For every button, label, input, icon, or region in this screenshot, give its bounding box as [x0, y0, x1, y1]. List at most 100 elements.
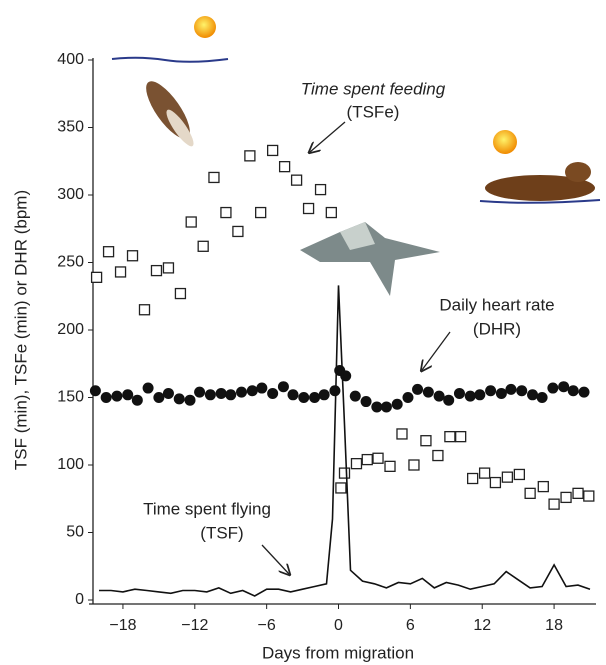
heart-rate-point [318, 389, 330, 401]
feeding-point [220, 206, 232, 219]
feeding-point [302, 202, 315, 215]
feeding-point [524, 487, 536, 500]
heart-rate-point [298, 392, 310, 403]
heart-rate-point [215, 387, 227, 399]
feeding-point [396, 428, 408, 440]
heart-rate-point [547, 382, 559, 394]
heart-rate-point [246, 385, 258, 397]
heart-rate-point [194, 386, 206, 398]
feeding-point [244, 150, 256, 162]
heart-rate-point [453, 387, 465, 399]
heart-rate-point [516, 385, 528, 397]
feeding-point [444, 430, 456, 443]
annotation: Time spent flying [143, 499, 271, 518]
feeding-point [432, 449, 444, 462]
heart-rate-point [567, 385, 579, 397]
heart-rate-point [162, 387, 174, 399]
feeding-point [489, 476, 502, 489]
heart-rate-point [558, 381, 570, 393]
y-tick-label: 100 [57, 456, 84, 473]
x-tick-label: 6 [406, 617, 415, 634]
feeding-point [466, 472, 479, 485]
heart-rate-point [527, 389, 539, 401]
feeding-point [583, 490, 595, 502]
heart-rate-point [153, 392, 165, 403]
y-tick-label: 150 [57, 389, 84, 406]
x-tick-label: −12 [181, 617, 208, 634]
feeding-point [560, 491, 572, 504]
feeding-point [266, 144, 279, 157]
heart-rate-point [100, 392, 112, 403]
feeding-point [138, 304, 151, 316]
heart-rate-point [142, 382, 154, 394]
feeding-point [478, 467, 491, 479]
feeding-point [174, 287, 187, 300]
feeding-point [338, 467, 351, 479]
feeding-point [102, 246, 115, 258]
feeding-point [126, 250, 139, 262]
y-tick-label: 250 [57, 254, 84, 271]
heart-rate-point [267, 387, 279, 399]
y-axis-label: TSF (min), TSFe (min) or DHR (bpm) [11, 190, 30, 470]
heart-rate-point [495, 387, 507, 399]
heart-rate-point [474, 389, 486, 401]
x-tick-label: −6 [258, 617, 276, 634]
heart-rate-point [578, 386, 590, 398]
feeding-point [455, 430, 467, 443]
feeding-point [114, 266, 127, 278]
heart-rate-point [433, 390, 445, 402]
feeding-point [290, 174, 303, 186]
x-tick-label: 0 [334, 617, 343, 634]
feeding-point [325, 206, 337, 219]
heart-rate-point [277, 381, 289, 393]
heart-rate-point [256, 382, 268, 394]
x-tick-label: 18 [545, 617, 563, 634]
x-tick-label: −18 [109, 617, 136, 634]
y-tick-label: 350 [57, 119, 84, 136]
axes [89, 58, 596, 605]
heart-rate-point [360, 396, 372, 408]
heart-rate-point [131, 394, 143, 406]
feeding-point [501, 471, 514, 483]
x-tick-label: 12 [473, 617, 491, 634]
heart-rate-point [443, 394, 455, 406]
heart-rate-point [236, 386, 248, 398]
y-tick-label: 400 [57, 51, 84, 68]
annotation: Daily heart rate [439, 295, 554, 314]
heart-rate-point [402, 392, 414, 403]
heart-rate-point [422, 386, 434, 398]
annotations: Time spent feeding (TSFe) Daily heart ra… [143, 79, 555, 574]
illustrations [111, 16, 601, 296]
feeding-point [361, 453, 373, 466]
feeding-point [208, 171, 220, 184]
heart-rate-point [505, 383, 517, 395]
feeding-point [572, 487, 584, 500]
y-tick-label: 200 [57, 321, 84, 338]
annotation: (DHR) [473, 319, 521, 338]
heart-rate-point [89, 385, 101, 397]
feeding-point [384, 460, 396, 473]
heart-rate-point [485, 385, 497, 397]
feeding-point [372, 452, 384, 464]
feeding-point [185, 216, 197, 228]
y-tick-label: 300 [57, 186, 84, 203]
heart-rate-point [111, 390, 123, 402]
annotation: (TSFe) [347, 102, 400, 121]
annotation: (TSF) [200, 523, 243, 542]
heart-rate-point [225, 389, 237, 401]
heart-rate-point [204, 389, 216, 401]
feeding-point [150, 264, 163, 277]
feeding-point [537, 480, 549, 493]
feeding-point [90, 271, 103, 284]
heart-rate-point [464, 390, 476, 402]
feeding-point [548, 498, 560, 510]
feeding-point [513, 468, 526, 481]
flying-line [99, 285, 591, 597]
heart-rate-point [371, 401, 383, 413]
feeding-point [255, 206, 267, 219]
feeding-point [314, 183, 327, 196]
feeding-point [350, 457, 363, 470]
heart-rate-point [349, 390, 361, 402]
heart-rate-point [173, 393, 185, 405]
